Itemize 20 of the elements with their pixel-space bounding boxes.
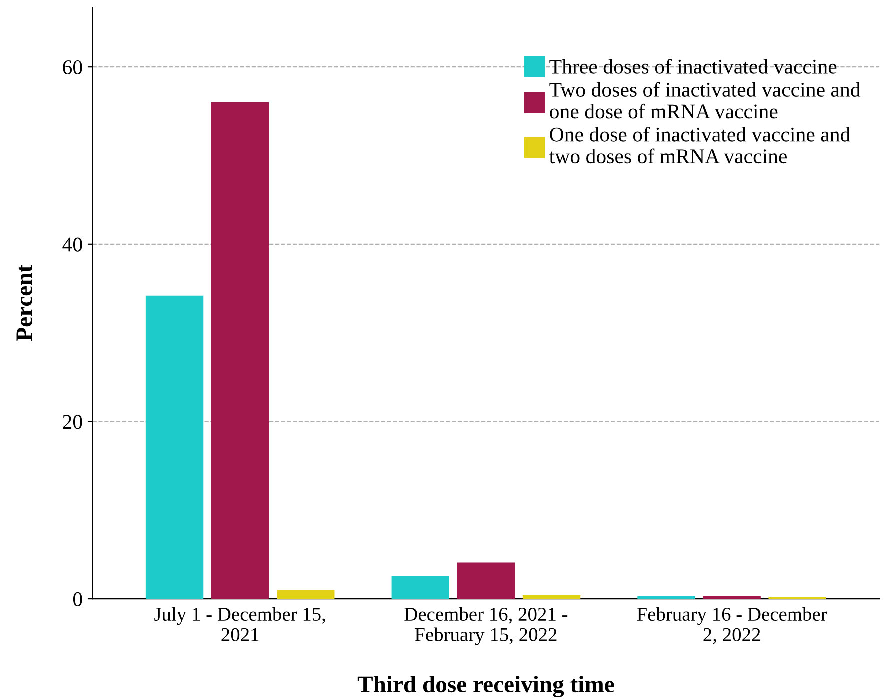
- bar: [211, 102, 270, 600]
- legend-label: One dose of inactivated vaccine and two doses of mRNA vaccine: [550, 126, 850, 164]
- bar: [703, 596, 761, 600]
- bar: [638, 596, 696, 600]
- y-tick-label: 20: [63, 415, 82, 430]
- bar: [392, 576, 450, 600]
- y-tick-label: 0: [73, 592, 82, 606]
- y-axis-title: Percent: [16, 265, 32, 342]
- legend-label: Two doses of inactivated vaccine and one dose of mRNA vaccine: [550, 82, 861, 119]
- bar: [146, 296, 204, 600]
- x-axis-title: Third dose receiving time: [358, 676, 614, 698]
- bar: [277, 590, 335, 600]
- y-tick-label: 40: [62, 238, 82, 252]
- x-tick-label: July 1 - December 15, 2021: [154, 607, 326, 642]
- y-tick-label: 60: [63, 60, 82, 75]
- x-tick-label: December 16, 2021 - February 15, 2022: [404, 607, 568, 646]
- bar: [457, 562, 516, 600]
- legend-label: Three doses of inactivated vaccine: [550, 59, 837, 74]
- bar: [522, 595, 581, 600]
- x-tick-label: February 16 - December 2, 2022: [637, 607, 828, 644]
